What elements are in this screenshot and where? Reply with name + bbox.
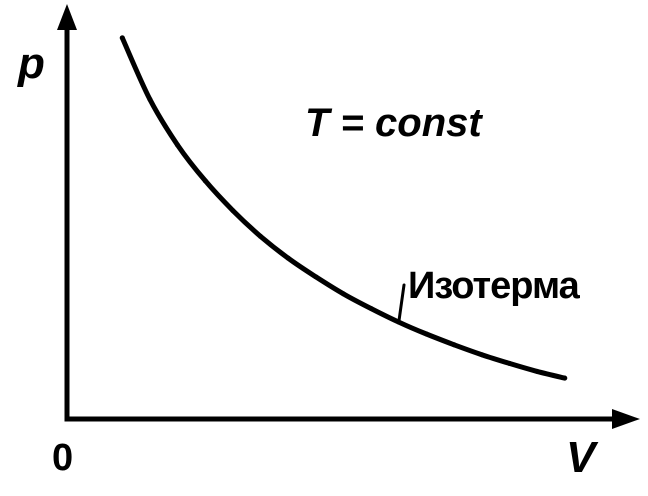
- isotherm-point-5: [258, 233, 263, 239]
- isotherm-point-1: [147, 96, 153, 102]
- isotherm-point-12: [451, 342, 457, 348]
- x-axis-label: V: [566, 433, 599, 482]
- origin-label: 0: [52, 437, 73, 479]
- isotherm-point-6: [285, 255, 291, 261]
- y-axis-label: p: [17, 39, 45, 88]
- isotherm-point-11: [423, 331, 429, 337]
- isotherm-point-7: [313, 274, 319, 280]
- isotherm-point-2: [175, 142, 181, 148]
- isotherm-label: Изотерма: [408, 265, 581, 307]
- axes: [57, 4, 640, 429]
- constant-temperature-annotation: T = const: [305, 101, 483, 145]
- isotherm-point-0: [119, 35, 125, 41]
- isotherm-leader-line: [397, 283, 406, 324]
- isotherm-point-16: [562, 375, 568, 381]
- x-axis-arrow-icon: [612, 409, 640, 429]
- y-axis-arrow-icon: [57, 4, 77, 30]
- isotherm-points: [119, 35, 568, 381]
- isotherm-curve: [119, 35, 568, 381]
- isotherm-point-15: [534, 368, 540, 374]
- isotherm-point-9: [368, 306, 374, 312]
- plot-area: [119, 35, 568, 381]
- isotherm-point-4: [230, 208, 236, 214]
- isotherm-point-8: [341, 291, 346, 297]
- isotherm-point-3: [202, 178, 208, 184]
- isotherm-point-14: [506, 360, 512, 366]
- isotherm-point-13: [479, 352, 485, 358]
